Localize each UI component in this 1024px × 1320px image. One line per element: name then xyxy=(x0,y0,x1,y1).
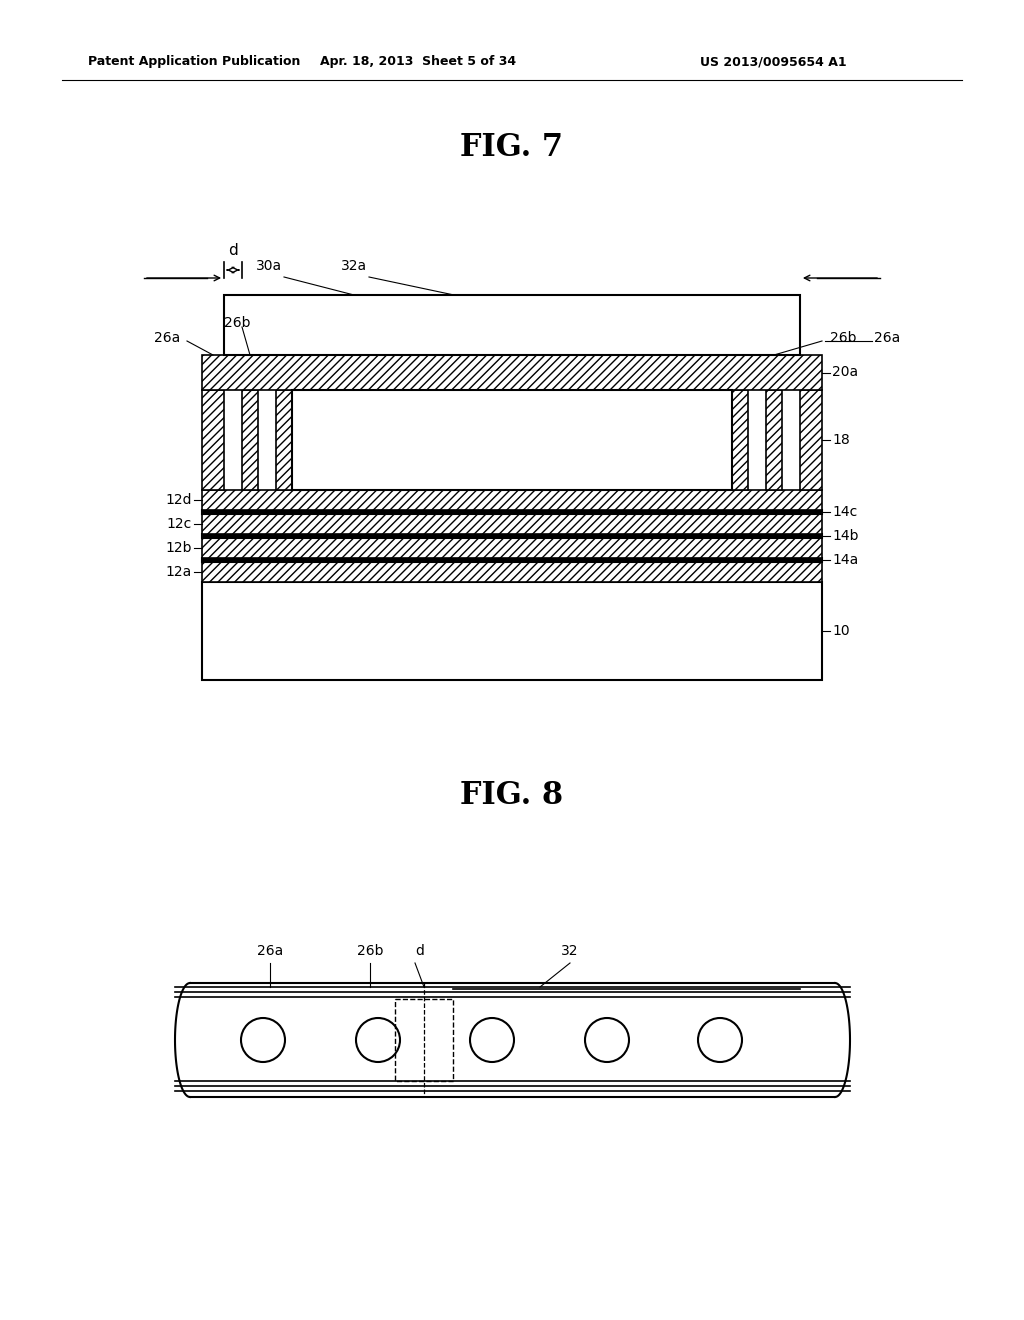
Bar xyxy=(766,389,782,490)
Bar xyxy=(292,389,732,490)
Bar xyxy=(202,535,822,539)
Bar xyxy=(800,389,822,490)
Text: Patent Application Publication: Patent Application Publication xyxy=(88,55,300,69)
Text: 26b: 26b xyxy=(224,315,250,330)
Bar xyxy=(202,355,822,389)
Text: 32a: 32a xyxy=(341,259,367,273)
Bar xyxy=(202,558,822,562)
Bar xyxy=(202,513,822,535)
Bar xyxy=(395,999,453,1081)
Bar xyxy=(242,389,258,490)
Text: 14a: 14a xyxy=(831,553,858,568)
Text: US 2013/0095654 A1: US 2013/0095654 A1 xyxy=(700,55,847,69)
Text: 20a: 20a xyxy=(831,366,858,380)
Bar xyxy=(202,389,224,490)
Bar xyxy=(202,510,822,513)
Bar xyxy=(276,389,292,490)
Bar xyxy=(202,490,822,510)
Bar xyxy=(732,389,748,490)
Bar xyxy=(202,539,822,558)
Text: Apr. 18, 2013  Sheet 5 of 34: Apr. 18, 2013 Sheet 5 of 34 xyxy=(319,55,516,69)
Text: 14b: 14b xyxy=(831,529,858,543)
Text: 12d: 12d xyxy=(166,492,193,507)
Text: 32: 32 xyxy=(561,944,579,958)
Text: 30a: 30a xyxy=(256,259,282,273)
Text: d: d xyxy=(228,243,238,257)
Text: FIG. 7: FIG. 7 xyxy=(461,132,563,164)
Text: 26b: 26b xyxy=(830,331,856,345)
Bar xyxy=(202,582,822,680)
Text: 12c: 12c xyxy=(167,517,193,531)
Text: 12a: 12a xyxy=(166,565,193,579)
Text: 26a: 26a xyxy=(874,331,900,345)
Text: 10: 10 xyxy=(831,624,850,638)
Text: d: d xyxy=(416,944,424,958)
Bar xyxy=(202,562,822,582)
Text: 26b: 26b xyxy=(356,944,383,958)
Text: 18: 18 xyxy=(831,433,850,447)
Text: 26a: 26a xyxy=(154,331,180,345)
Bar xyxy=(224,294,800,355)
Text: 12b: 12b xyxy=(166,541,193,554)
Text: 14c: 14c xyxy=(831,506,857,519)
Text: FIG. 8: FIG. 8 xyxy=(461,780,563,810)
Text: 26a: 26a xyxy=(257,944,283,958)
